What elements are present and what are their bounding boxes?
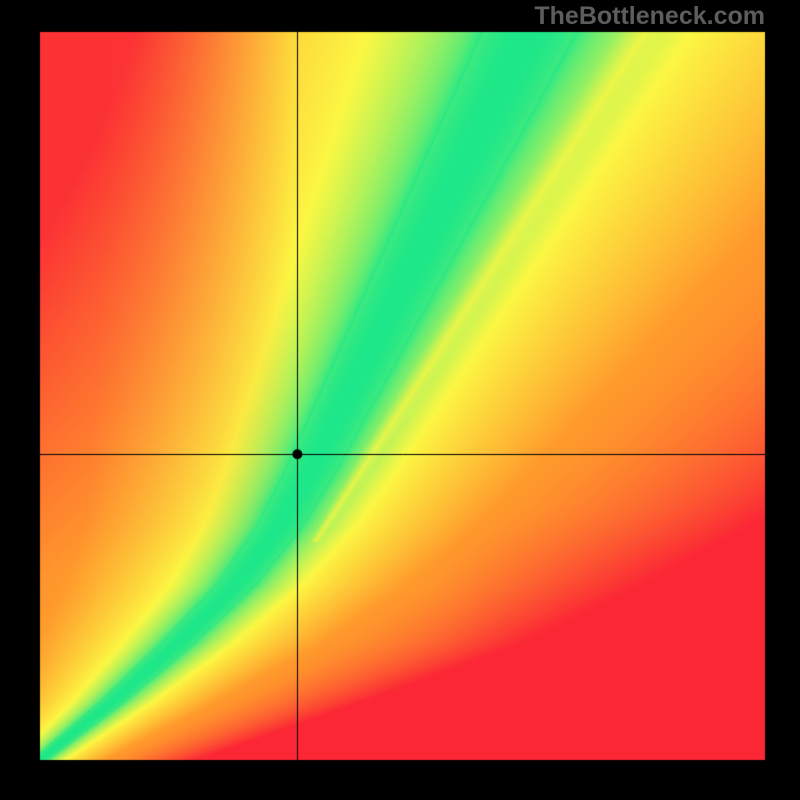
chart-container: TheBottleneck.com (0, 0, 800, 800)
watermark-text: TheBottleneck.com (534, 2, 765, 31)
heatmap-canvas (0, 0, 800, 800)
